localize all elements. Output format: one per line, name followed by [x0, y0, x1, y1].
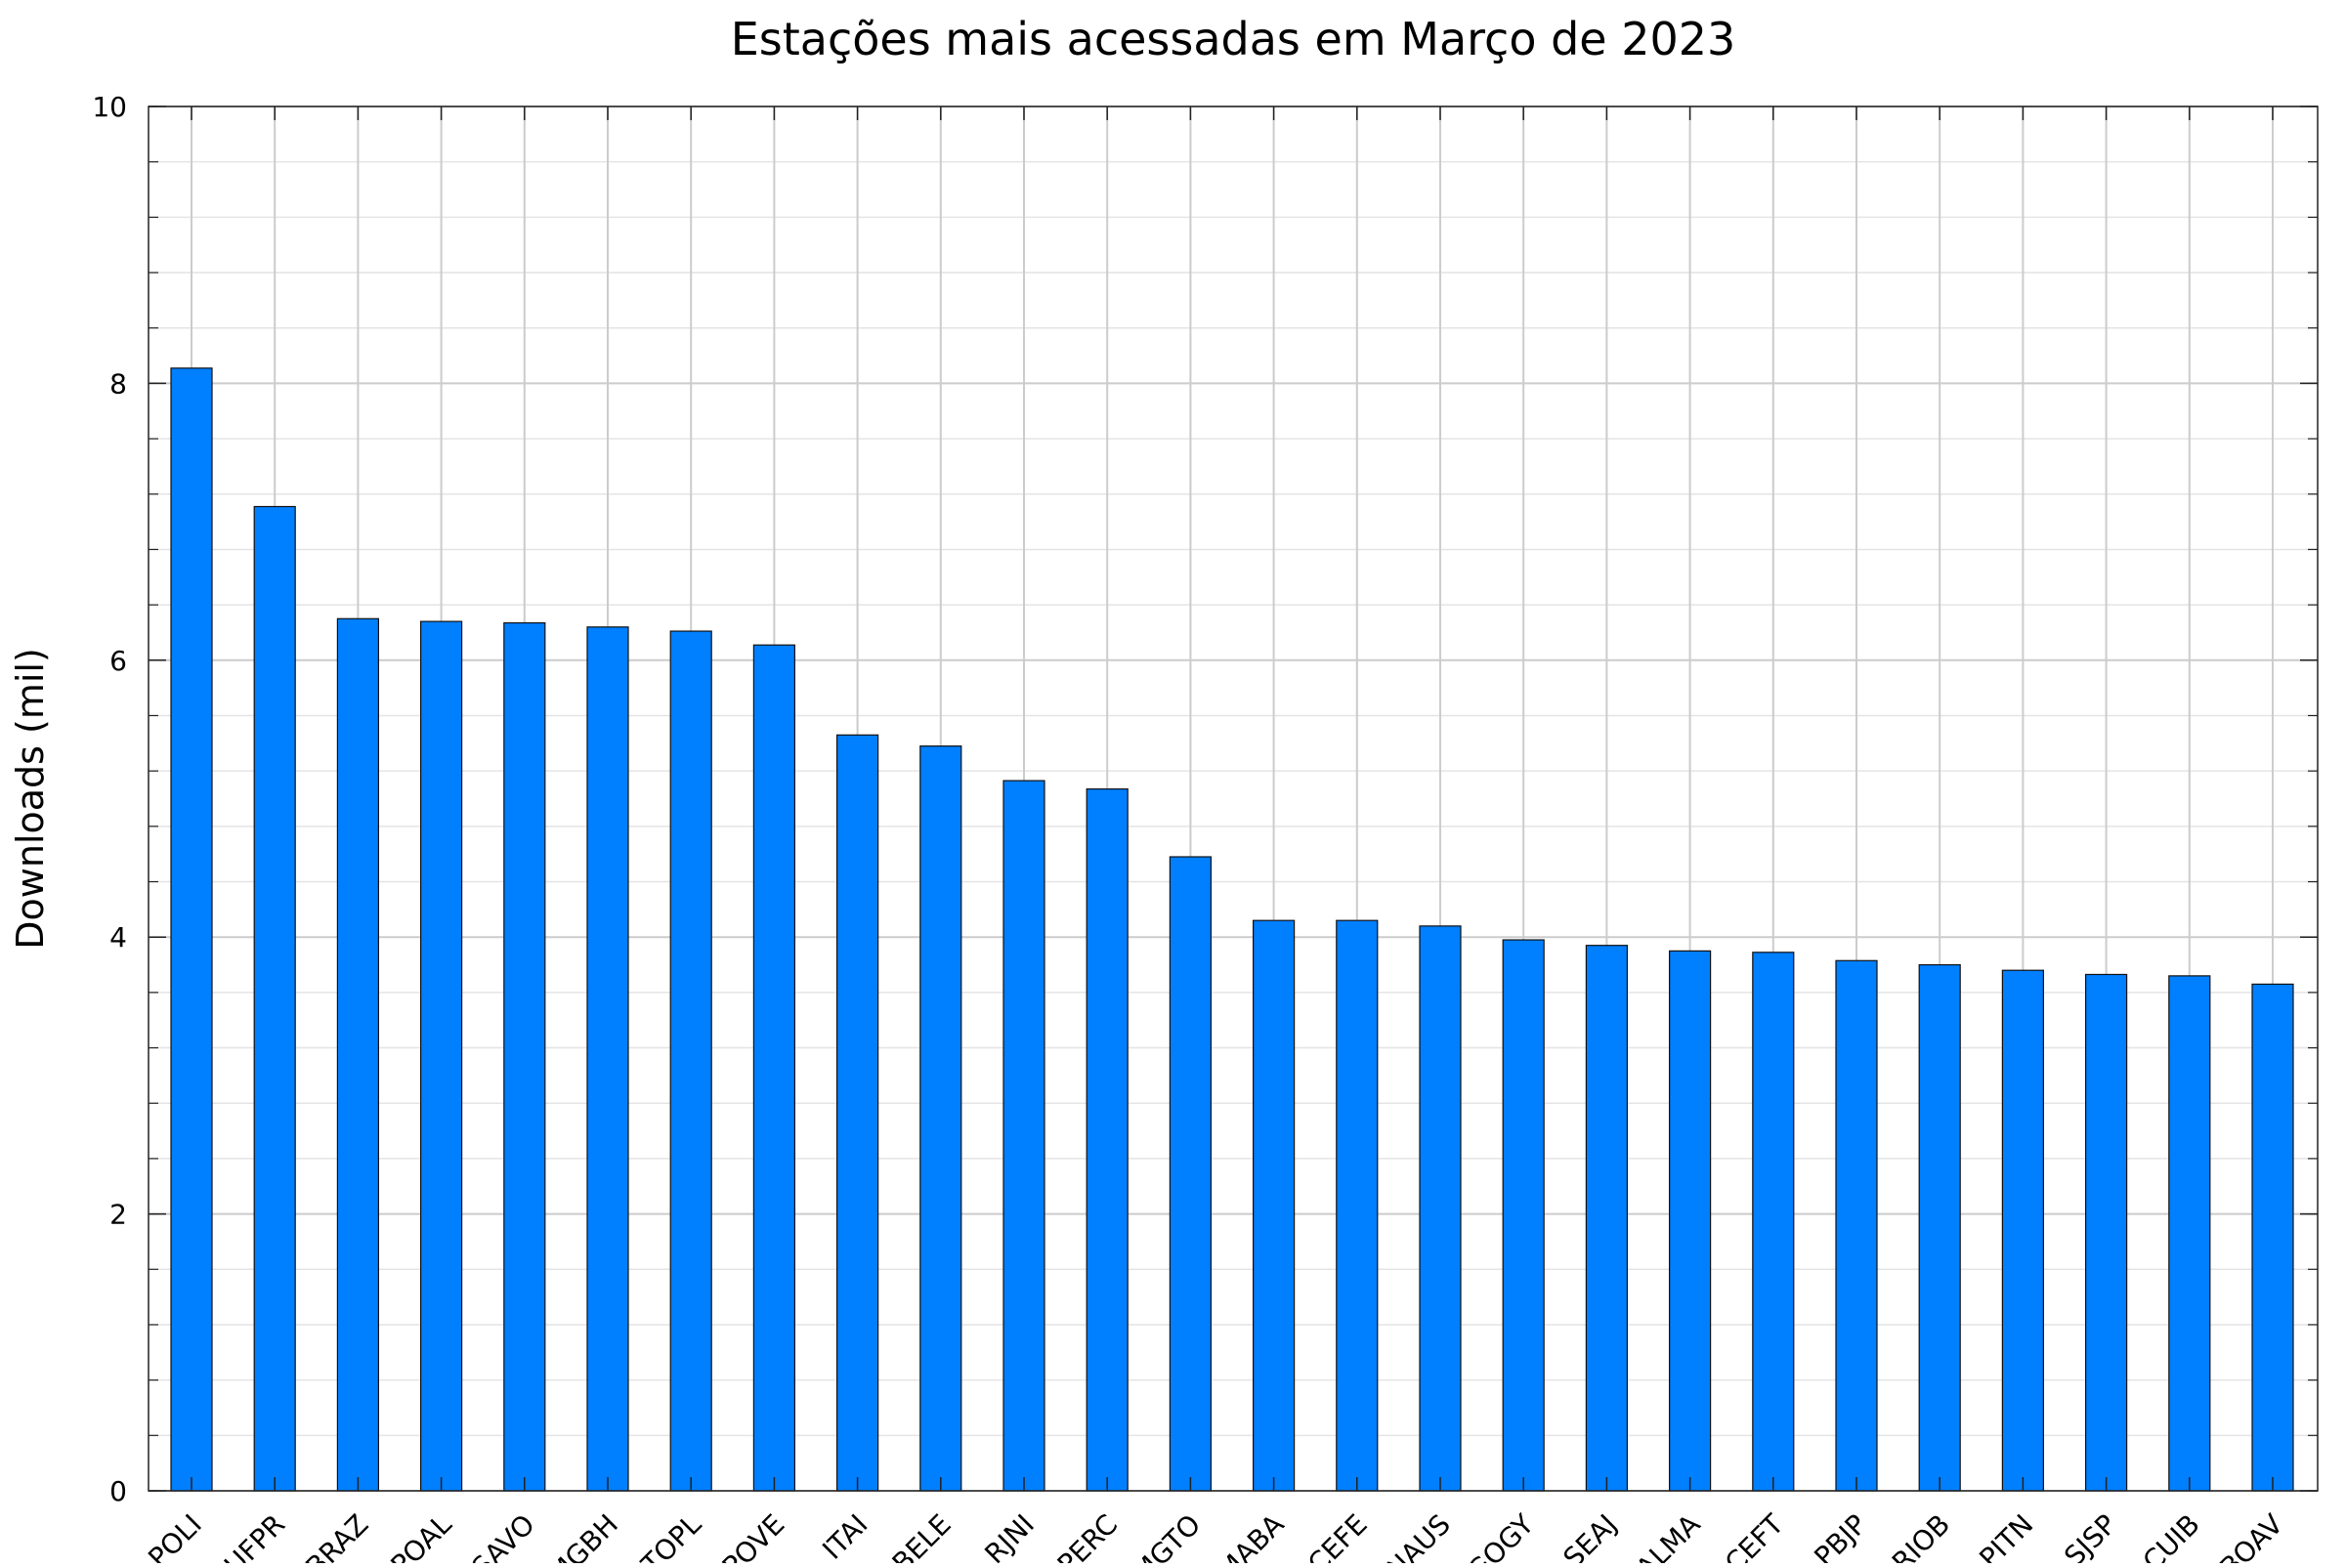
y-tick-label: 0 — [109, 1475, 127, 1507]
bars — [170, 367, 2294, 1492]
x-tick-label: RJNI — [978, 1508, 1041, 1563]
bar-savo — [503, 621, 546, 1492]
bar-ufpr — [253, 505, 296, 1492]
bar-bele — [919, 745, 962, 1492]
bar-pbjp — [1835, 959, 1878, 1492]
bar-pitn — [2001, 969, 2044, 1492]
x-tick-label: SJSP — [2058, 1508, 2122, 1563]
x-tick-label: CUIB — [2137, 1508, 2206, 1563]
bar-topl — [669, 630, 712, 1492]
x-tick-label: PERC — [1051, 1508, 1124, 1563]
y-tick-label: 4 — [109, 921, 127, 954]
bar-rjni — [1002, 780, 1045, 1492]
bar-sjsp — [2085, 973, 2128, 1492]
bar-riob — [1918, 963, 1961, 1492]
bar-cuib — [2168, 975, 2211, 1492]
x-tick-label: CEFE — [1301, 1508, 1374, 1563]
x-tick-label: ALMA — [1630, 1508, 1707, 1563]
x-tick-label: PBJP — [1808, 1508, 1873, 1563]
bar-itai — [835, 734, 879, 1492]
x-tick-label: ITAI — [816, 1508, 874, 1563]
y-tick-label: 6 — [109, 645, 127, 677]
y-tick-label: 8 — [109, 367, 127, 400]
bar-braz — [336, 617, 379, 1492]
x-tick-label: POAL — [384, 1507, 457, 1563]
x-tick-label: MABA — [1211, 1508, 1290, 1563]
grid — [149, 106, 2318, 1492]
bar-boav — [2251, 983, 2294, 1492]
x-tick-label: MGTO — [1127, 1508, 1208, 1563]
bar-mgto — [1169, 856, 1213, 1492]
x-tick-label: UFPR — [218, 1508, 291, 1563]
x-tick-label: RIOB — [1886, 1508, 1956, 1563]
x-tick-label: BOAV — [2213, 1508, 2289, 1563]
y-axis-label: Downloads (mil) — [9, 648, 52, 950]
bar-gogy — [1502, 939, 1545, 1492]
bar-alma — [1668, 950, 1712, 1492]
x-tick-label: POVE — [716, 1508, 791, 1563]
x-tick-label: SAVO — [465, 1508, 540, 1563]
bar-poal — [420, 620, 463, 1492]
x-tick-label: SEAJ — [1557, 1508, 1624, 1563]
x-tick-label: TOPL — [634, 1507, 707, 1563]
x-tick-label: CEFT — [1719, 1507, 1790, 1563]
y-tick-label: 10 — [92, 91, 127, 123]
x-tick-label: POLI — [142, 1508, 208, 1563]
tick-marks — [149, 106, 2318, 1492]
x-tick-label: NAUS — [1380, 1508, 1457, 1563]
x-tick-label: BELE — [886, 1508, 958, 1563]
y-tick-labels: 0 2 4 6 8 10 — [92, 91, 127, 1507]
bar-naus — [1419, 925, 1462, 1492]
bar-cefe — [1336, 919, 1379, 1492]
x-tick-label: BRAZ — [299, 1508, 374, 1563]
bar-maba — [1252, 919, 1296, 1492]
x-tick-label: GOGY — [1461, 1507, 1540, 1563]
bar-perc — [1086, 787, 1129, 1492]
bar-seaj — [1585, 945, 1629, 1492]
x-tick-label: MGBH — [542, 1508, 624, 1563]
bar-poli — [170, 367, 213, 1492]
y-tick-label: 2 — [109, 1199, 127, 1231]
bar-pove — [752, 644, 796, 1492]
bar-mgbh — [586, 626, 629, 1492]
bar-ceft — [1752, 952, 1795, 1492]
plot-frame — [148, 106, 2319, 1492]
chart-title: Estações mais acessadas em Março de 2023 — [731, 13, 1736, 65]
x-tick-label: PITN — [1973, 1508, 2039, 1563]
x-tick-labels: POLI UFPR BRAZ POAL SAVO MGBH TOPL POVE ITAI BELE… — [142, 1507, 2289, 1568]
